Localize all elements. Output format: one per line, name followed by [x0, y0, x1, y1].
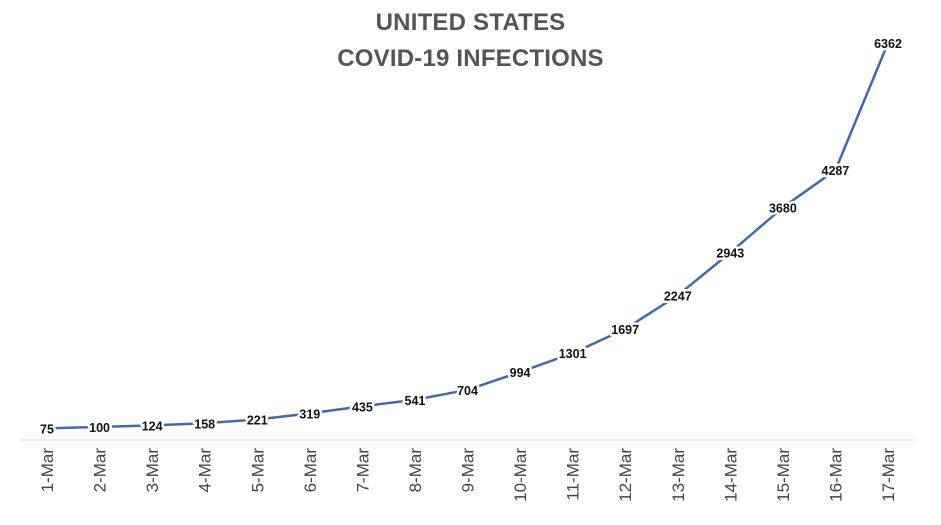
data-label-halo: 319 — [299, 407, 320, 421]
data-label: 1697 — [611, 323, 639, 337]
data-label: 319 — [299, 407, 320, 421]
x-tick-label: 16-Mar — [826, 448, 845, 502]
data-label: 158 — [194, 417, 215, 431]
data-label-halo: 4287 — [822, 164, 850, 178]
data-label-halo: 6362 — [874, 37, 902, 51]
x-tick-label: 4-Mar — [196, 448, 215, 493]
data-label: 3680 — [769, 201, 797, 215]
data-label: 994 — [510, 366, 531, 380]
x-tick-label: 8-Mar — [406, 448, 425, 493]
data-label: 100 — [89, 421, 110, 435]
x-tick-label: 10-Mar — [511, 448, 530, 502]
x-tick-label: 9-Mar — [459, 448, 478, 493]
data-label-halo: 541 — [405, 394, 426, 408]
x-tick-label: 11-Mar — [564, 448, 583, 501]
chart-title-line-1: UNITED STATES — [375, 9, 566, 36]
x-tick-label: 6-Mar — [301, 448, 320, 493]
data-label-halo: 100 — [89, 421, 110, 435]
data-label-halo: 124 — [142, 419, 163, 433]
x-tick-label: 3-Mar — [143, 448, 162, 493]
data-label: 2247 — [664, 289, 692, 303]
data-label: 75 — [40, 422, 54, 436]
data-label-halo: 994 — [510, 366, 531, 380]
data-label: 704 — [457, 384, 478, 398]
series-line — [46, 42, 890, 430]
data-label: 6362 — [874, 37, 902, 51]
data-label: 4287 — [822, 164, 850, 178]
x-tick-label: 5-Mar — [248, 448, 267, 493]
data-label-halo: 158 — [194, 417, 215, 431]
data-label-halo: 221 — [247, 413, 268, 427]
x-tick-label: 13-Mar — [669, 448, 688, 502]
data-label: 2943 — [716, 247, 744, 261]
data-label-halo: 1697 — [611, 323, 639, 337]
data-label-halo: 2943 — [716, 247, 744, 261]
x-tick-label: 14-Mar — [721, 448, 740, 502]
data-label: 124 — [142, 419, 163, 433]
data-label-halo: 3680 — [769, 201, 797, 215]
x-tick-label: 15-Mar — [774, 448, 793, 502]
x-tick-label: 12-Mar — [616, 448, 635, 502]
data-label: 1301 — [559, 347, 587, 361]
data-label-halo: 2247 — [664, 289, 692, 303]
x-tick-label: 1-Mar — [38, 448, 57, 493]
data-label: 541 — [405, 394, 426, 408]
x-tick-label: 17-Mar — [879, 448, 898, 502]
data-label: 435 — [352, 400, 373, 414]
data-label: 221 — [247, 413, 268, 427]
data-label-halo: 435 — [352, 400, 373, 414]
chart-title-line-2: COVID-19 INFECTIONS — [337, 45, 604, 72]
x-tick-label: 7-Mar — [353, 448, 372, 493]
data-label-halo: 75 — [40, 422, 54, 436]
data-label-halo: 1301 — [559, 347, 587, 361]
x-tick-label: 2-Mar — [91, 448, 110, 493]
data-label-halo: 704 — [457, 384, 478, 398]
